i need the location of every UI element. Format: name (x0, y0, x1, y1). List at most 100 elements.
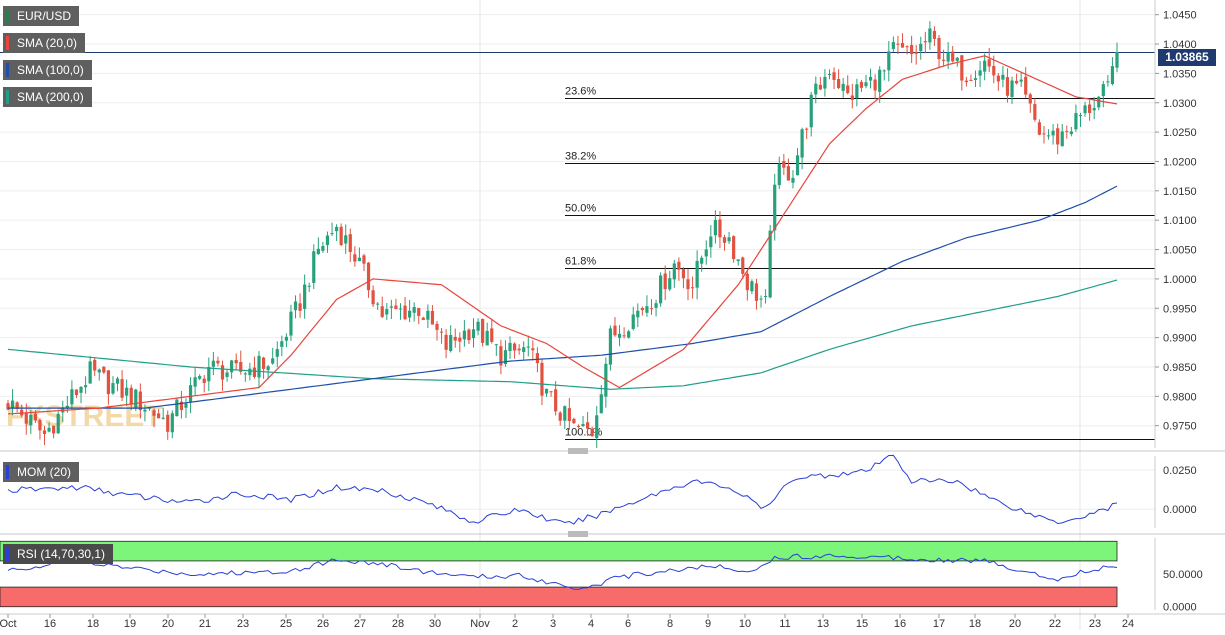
panel-dividers[interactable] (0, 448, 1225, 537)
candle (412, 302, 416, 322)
candle-body (983, 60, 987, 72)
time-tick-label-15: 4 (588, 618, 594, 630)
sma100-label[interactable]: SMA (100,0) (3, 60, 92, 80)
candle-body (713, 219, 717, 236)
candle (1060, 124, 1064, 147)
candle (125, 379, 129, 407)
sma200-label[interactable]: SMA (200,0) (3, 87, 92, 107)
candle (257, 351, 261, 389)
candle-body (362, 255, 366, 264)
candle-body (1097, 96, 1101, 108)
candle-body (38, 419, 42, 431)
candle (645, 295, 649, 317)
time-tick-label-20: 11 (779, 618, 790, 630)
candle-body (823, 76, 827, 89)
candle (668, 270, 672, 292)
candle-body (56, 413, 60, 434)
time-tick-label-22: 15 (856, 618, 868, 630)
candle-body (385, 309, 389, 315)
price-tick-label-4: 1.0250 (1163, 127, 1197, 139)
time-tick-label-9: 27 (354, 618, 366, 630)
candle-body (809, 94, 813, 128)
sma100-label-text: SMA (100,0) (17, 63, 84, 77)
candle (330, 222, 334, 237)
candle-body (1060, 131, 1064, 147)
candle-body (677, 261, 681, 270)
candle (476, 318, 480, 336)
candle (617, 325, 622, 347)
candle-body (910, 44, 914, 55)
candle (216, 356, 220, 367)
candle-body (357, 257, 362, 262)
candle (795, 148, 800, 176)
candle (517, 344, 521, 355)
symbol-label[interactable]: EUR/USD (3, 6, 80, 26)
time-tick-label-27: 22 (1049, 618, 1061, 630)
candle-body (722, 237, 727, 243)
candle-body (1069, 131, 1073, 135)
candle-body (129, 387, 133, 405)
candle (786, 158, 791, 181)
candle-body (700, 257, 704, 264)
candle (389, 299, 393, 320)
candle-body (371, 290, 375, 305)
chart-grid (0, 0, 1155, 630)
candle-body (951, 51, 955, 62)
rsi-label[interactable]: RSI (14,70,30,1) (3, 544, 114, 564)
candle (549, 390, 553, 397)
candle-body (134, 389, 138, 408)
candle-body (120, 379, 124, 398)
candle-body (937, 37, 941, 60)
candle (179, 390, 184, 419)
candle (595, 406, 599, 448)
candle-body (344, 235, 348, 244)
candle-body (79, 386, 83, 393)
candle (1010, 76, 1014, 104)
candle (307, 282, 311, 293)
candle (941, 49, 946, 67)
candle-body (330, 233, 334, 235)
candle (896, 35, 900, 55)
candle-body (316, 248, 320, 255)
candle-body (727, 237, 731, 242)
candle-body (531, 348, 535, 351)
candle (1019, 72, 1023, 88)
mom-tick-label-0: 0.0250 (1163, 465, 1197, 477)
candle (654, 299, 658, 317)
candle (344, 224, 348, 254)
candle (1024, 67, 1028, 98)
candle (800, 127, 804, 170)
candle-body (467, 329, 471, 341)
candle-body (125, 387, 129, 396)
candle-body (284, 336, 288, 341)
sma20-label[interactable]: SMA (20,0) (3, 33, 86, 53)
candle (809, 91, 813, 137)
candle (458, 332, 462, 353)
candle (727, 231, 731, 245)
candle-body (417, 307, 421, 316)
time-tick-label-18: 9 (705, 618, 711, 630)
price-tick-label-3: 1.0300 (1163, 98, 1197, 110)
mom-label[interactable]: MOM (20) (3, 462, 79, 482)
candle (462, 320, 466, 347)
candle-body (1065, 131, 1069, 133)
candle (380, 296, 384, 319)
candle-body (490, 328, 494, 342)
candle (910, 35, 914, 64)
candle-body (960, 55, 964, 81)
candle (312, 244, 316, 289)
candle (193, 366, 197, 396)
time-axis: Oct 16 18 19 20 21 23 25 26 27 28 30 Nov 2 3 4 6 8 9 10 11 13… (0, 613, 1225, 630)
candle (932, 26, 937, 46)
candle (220, 360, 225, 391)
candle (334, 224, 339, 242)
candle-body (462, 330, 466, 340)
candle-body (193, 377, 197, 387)
candle (608, 325, 613, 371)
candle-body (303, 284, 307, 309)
candle-body (627, 331, 631, 338)
candle (631, 306, 635, 331)
time-tick-label-3: 19 (124, 618, 136, 630)
candle-body (841, 83, 845, 91)
candle (499, 339, 503, 375)
